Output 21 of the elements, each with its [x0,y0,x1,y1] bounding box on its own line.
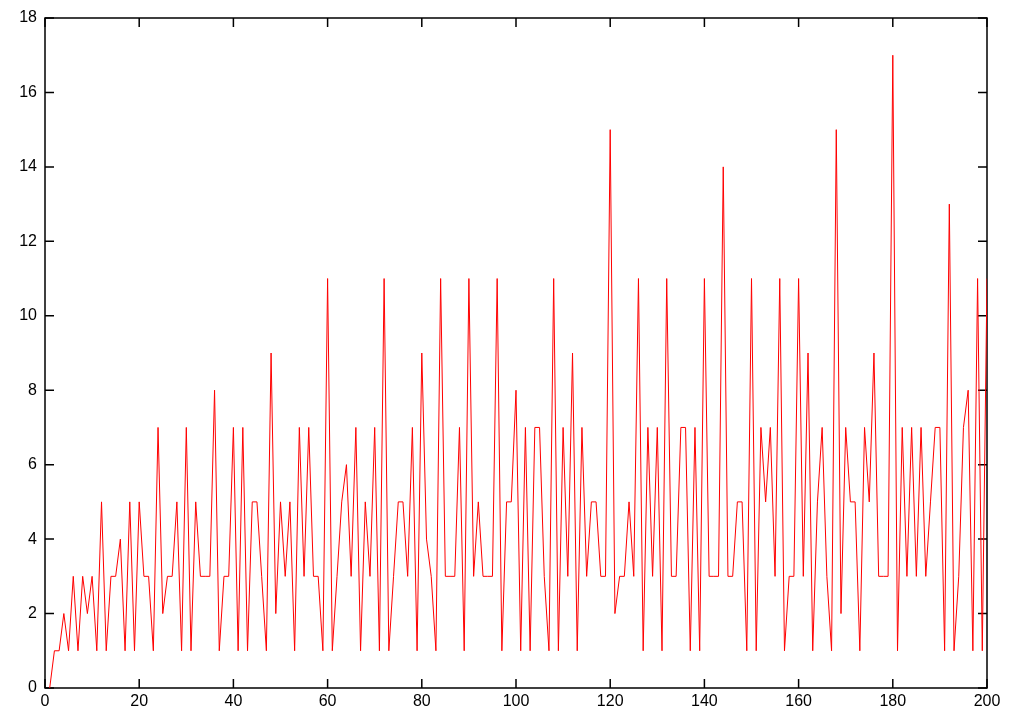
x-tick-label: 120 [596,692,624,710]
y-tick-label: 18 [19,8,38,26]
x-tick-label: 40 [224,692,243,710]
x-tick-label: 180 [879,692,907,710]
x-tick-label: 100 [502,692,530,710]
x-tick-label: 0 [40,692,50,710]
y-tick-label: 14 [19,157,38,175]
y-tick-label: 8 [28,380,38,398]
y-tick-label: 2 [28,603,38,621]
x-tick-label: 140 [691,692,718,710]
x-tick-label: 60 [318,692,337,710]
x-tick-label: 200 [973,692,1001,710]
y-tick-label: 16 [19,82,38,100]
y-tick-label: 12 [19,231,38,249]
y-tick-label: 0 [28,678,38,696]
x-tick-label: 20 [130,692,149,710]
y-tick-label: 10 [19,306,38,324]
y-tick-label: 6 [28,455,38,473]
x-tick-label: 80 [412,692,431,710]
x-tick-label: 160 [785,692,813,710]
y-tick-label: 4 [28,529,38,547]
